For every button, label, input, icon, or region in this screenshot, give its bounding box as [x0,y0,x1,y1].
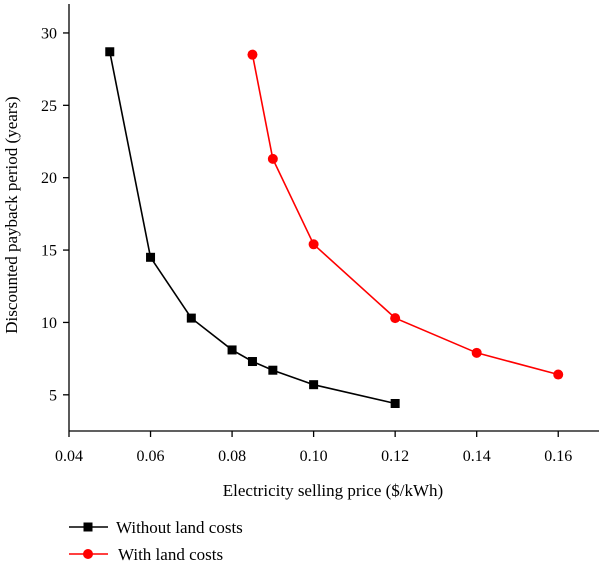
series-layer [105,47,564,408]
x-tick-label: 0.08 [218,448,246,465]
data-point [247,49,258,60]
plot-frame [68,4,599,432]
data-point [390,313,401,324]
y-axis-title: Discounted payback period (years) [2,96,21,333]
x-tick-label: 0.04 [55,448,83,465]
y-tick-label: 25 [41,98,57,115]
x-tick-label: 0.14 [463,448,491,465]
x-tick-label: 0.12 [381,448,409,465]
x-axis-title: Electricity selling price ($/kWh) [223,481,443,500]
series-line [109,51,396,405]
data-point [309,380,319,390]
data-point [227,345,237,355]
data-point [471,347,482,358]
data-point [308,239,319,250]
y-tick-label: 10 [41,315,57,332]
legend: Without land costs With land costs [69,518,243,563]
y-axis-ticks: 5 10 15 20 25 30 [41,25,69,404]
x-tick-label: 0.06 [137,448,165,465]
series-1 [105,47,400,408]
legend-item: Without land costs [69,518,243,537]
series-2 [247,49,564,380]
data-point [553,369,564,380]
series-line [251,54,559,376]
data-point [390,398,400,408]
data-point [247,357,257,367]
y-tick-label: 15 [41,243,57,260]
y-tick-label: 5 [49,387,57,404]
x-axis-ticks: 0.04 0.06 0.08 0.10 0.12 0.14 0.16 [55,431,572,465]
legend-marker [83,522,93,532]
legend-marker [83,549,93,559]
y-tick-label: 30 [41,25,57,42]
y-tick-label: 20 [41,170,57,187]
legend-label: With land costs [118,545,223,563]
data-point [186,313,196,323]
data-point [267,153,278,164]
data-point [268,365,278,375]
legend-label: Without land costs [116,518,243,537]
x-tick-label: 0.16 [544,448,572,465]
data-point [146,252,156,262]
data-point [105,47,115,57]
x-tick-label: 0.10 [300,448,328,465]
legend-item: With land costs [69,545,223,563]
